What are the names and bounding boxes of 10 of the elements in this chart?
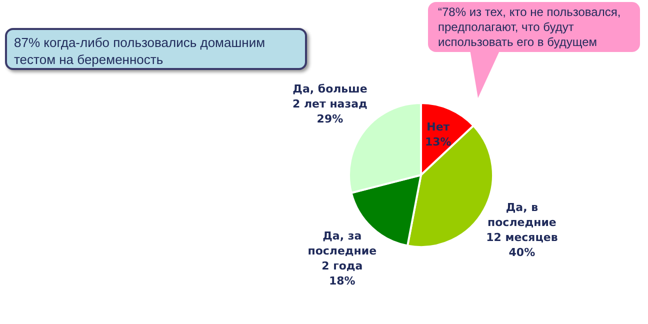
data-label: 18% [328,274,356,288]
text: 87% когда-либо пользовались домашним тестом на беременность [5,28,307,70]
data-label: 40% [508,246,536,259]
data-label: 13% [424,136,452,149]
slice-label: Да, больше 2 лет назад [292,82,368,110]
text: “78% из тех, кто не пользовался, предполагают, что будут использовать его в будущем [428,2,640,52]
slice-label: Да, за последние 2 года [308,229,377,272]
data-label: 29% [316,112,344,126]
slice-label: Да, в последние 12 месяцев [486,200,558,244]
slice-label: Нет [426,120,450,134]
